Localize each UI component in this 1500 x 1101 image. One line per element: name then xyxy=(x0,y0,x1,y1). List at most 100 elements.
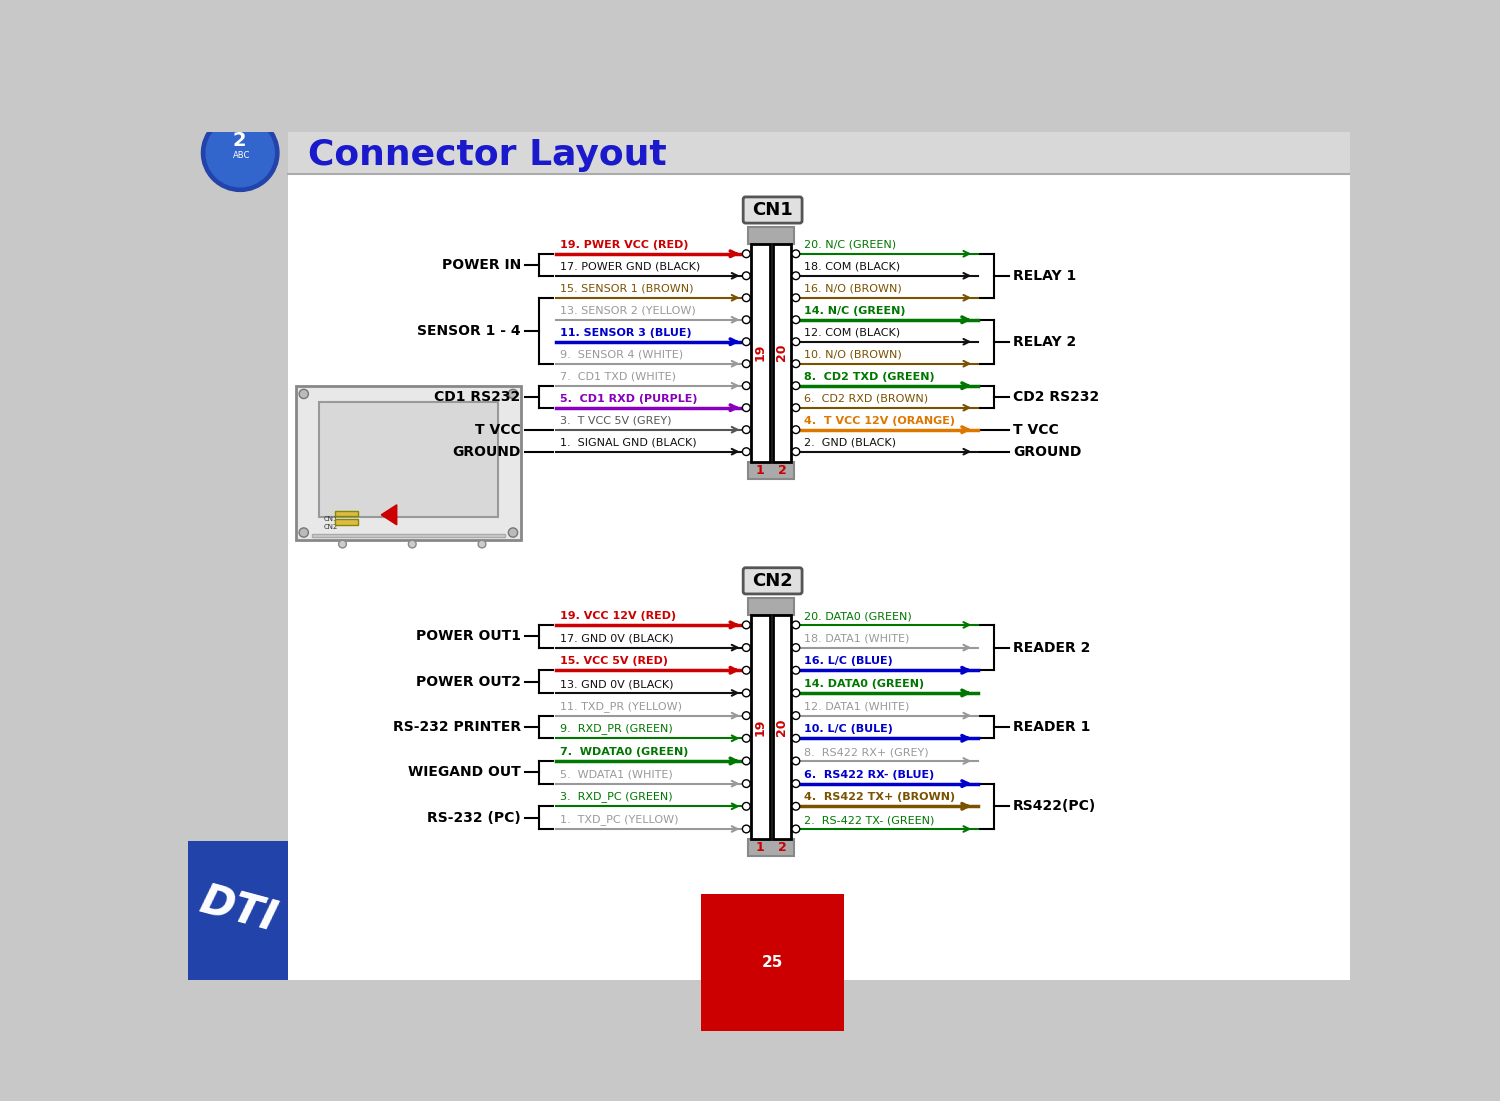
Text: 14. N/C (GREEN): 14. N/C (GREEN) xyxy=(804,306,904,316)
Text: 12. COM (BLACK): 12. COM (BLACK) xyxy=(804,328,900,338)
Text: SENSOR 1 - 4: SENSOR 1 - 4 xyxy=(417,324,520,338)
Text: CN2: CN2 xyxy=(322,524,338,530)
Circle shape xyxy=(792,272,800,280)
Text: RS-232 PRINTER: RS-232 PRINTER xyxy=(393,720,520,734)
Circle shape xyxy=(742,689,750,697)
Text: POWER OUT1: POWER OUT1 xyxy=(416,630,520,643)
Text: READER 2: READER 2 xyxy=(1013,641,1090,655)
Circle shape xyxy=(792,803,800,810)
Text: 10. L/C (BULE): 10. L/C (BULE) xyxy=(804,724,892,734)
Text: 15. VCC 5V (RED): 15. VCC 5V (RED) xyxy=(560,656,668,666)
Circle shape xyxy=(792,757,800,765)
Circle shape xyxy=(742,780,750,787)
FancyBboxPatch shape xyxy=(742,197,802,224)
Text: CD1 RS232: CD1 RS232 xyxy=(435,390,520,404)
Text: 9.  RXD_PR (GREEN): 9. RXD_PR (GREEN) xyxy=(560,723,672,734)
Text: GROUND: GROUND xyxy=(453,445,520,459)
Text: GROUND: GROUND xyxy=(1013,445,1082,459)
Circle shape xyxy=(742,757,750,765)
Circle shape xyxy=(742,360,750,368)
Bar xyxy=(312,534,506,537)
Bar xyxy=(334,511,358,516)
Text: CN1: CN1 xyxy=(322,516,338,522)
Bar xyxy=(288,132,1350,174)
Text: 19. PWER VCC (RED): 19. PWER VCC (RED) xyxy=(560,240,688,250)
Circle shape xyxy=(742,382,750,390)
Text: 12. DATA1 (WHITE): 12. DATA1 (WHITE) xyxy=(804,701,909,711)
Text: 15. SENSOR 1 (BROWN): 15. SENSOR 1 (BROWN) xyxy=(560,284,693,294)
Text: CN1: CN1 xyxy=(752,201,794,219)
Circle shape xyxy=(792,294,800,302)
Circle shape xyxy=(742,666,750,674)
Circle shape xyxy=(792,404,800,412)
Circle shape xyxy=(206,119,274,187)
Text: 6.  CD2 RXD (BROWN): 6. CD2 RXD (BROWN) xyxy=(804,394,927,404)
Circle shape xyxy=(792,734,800,742)
Circle shape xyxy=(792,825,800,832)
Text: RELAY 1: RELAY 1 xyxy=(1013,269,1076,283)
FancyBboxPatch shape xyxy=(742,568,802,593)
Bar xyxy=(320,402,498,517)
Circle shape xyxy=(792,780,800,787)
Text: 17. POWER GND (BLACK): 17. POWER GND (BLACK) xyxy=(560,262,699,272)
Circle shape xyxy=(742,250,750,258)
Circle shape xyxy=(509,390,518,399)
Text: 4.  RS422 TX+ (BROWN): 4. RS422 TX+ (BROWN) xyxy=(804,793,954,803)
Circle shape xyxy=(408,541,416,548)
Text: 5.  WDATA1 (WHITE): 5. WDATA1 (WHITE) xyxy=(560,770,672,780)
Text: 8.  RS422 RX+ (GREY): 8. RS422 RX+ (GREY) xyxy=(804,748,928,757)
Text: 2: 2 xyxy=(777,464,786,477)
Circle shape xyxy=(792,621,800,629)
Text: 18. COM (BLACK): 18. COM (BLACK) xyxy=(804,262,900,272)
Bar xyxy=(748,598,795,614)
Circle shape xyxy=(742,272,750,280)
Text: 1.  SIGNAL GND (BLACK): 1. SIGNAL GND (BLACK) xyxy=(560,438,696,448)
Text: WIEGAND OUT: WIEGAND OUT xyxy=(408,765,520,780)
Text: 7.  WDATA0 (GREEN): 7. WDATA0 (GREEN) xyxy=(560,748,688,757)
Text: 1: 1 xyxy=(756,841,765,854)
Circle shape xyxy=(792,338,800,346)
Text: 16. N/O (BROWN): 16. N/O (BROWN) xyxy=(804,284,901,294)
Circle shape xyxy=(298,390,309,399)
Text: 19: 19 xyxy=(753,718,766,735)
Text: RS-232 (PC): RS-232 (PC) xyxy=(427,810,520,825)
Text: RELAY 2: RELAY 2 xyxy=(1013,335,1076,349)
Text: 20: 20 xyxy=(776,718,789,735)
Text: 2.  RS-422 TX- (GREEN): 2. RS-422 TX- (GREEN) xyxy=(804,815,934,825)
Bar xyxy=(334,519,358,525)
Text: 1: 1 xyxy=(756,464,765,477)
Text: 19. VCC 12V (RED): 19. VCC 12V (RED) xyxy=(560,611,675,621)
Bar xyxy=(752,614,770,839)
Circle shape xyxy=(298,527,309,537)
Text: 9.  SENSOR 4 (WHITE): 9. SENSOR 4 (WHITE) xyxy=(560,350,682,360)
Text: 13. SENSOR 2 (YELLOW): 13. SENSOR 2 (YELLOW) xyxy=(560,306,694,316)
Text: T VCC: T VCC xyxy=(476,423,520,437)
Text: CN2: CN2 xyxy=(752,571,794,590)
Text: 6.  RS422 RX- (BLUE): 6. RS422 RX- (BLUE) xyxy=(804,770,934,780)
Circle shape xyxy=(792,382,800,390)
Text: 14. DATA0 (GREEN): 14. DATA0 (GREEN) xyxy=(804,679,924,689)
Text: 3.  T VCC 5V (GREY): 3. T VCC 5V (GREY) xyxy=(560,416,670,426)
Bar xyxy=(772,244,790,461)
Circle shape xyxy=(201,115,279,192)
Text: 2: 2 xyxy=(232,131,246,150)
Text: 11. SENSOR 3 (BLUE): 11. SENSOR 3 (BLUE) xyxy=(560,328,692,338)
Circle shape xyxy=(792,426,800,434)
Text: 13. GND 0V (BLACK): 13. GND 0V (BLACK) xyxy=(560,679,674,689)
Text: 8.  CD2 TXD (GREEN): 8. CD2 TXD (GREEN) xyxy=(804,372,934,382)
Text: POWER IN: POWER IN xyxy=(441,258,520,272)
Text: 18. DATA1 (WHITE): 18. DATA1 (WHITE) xyxy=(804,634,909,644)
Bar xyxy=(188,132,1350,174)
Circle shape xyxy=(792,644,800,652)
Text: ABC: ABC xyxy=(232,151,250,161)
Circle shape xyxy=(742,734,750,742)
Circle shape xyxy=(742,644,750,652)
Circle shape xyxy=(742,404,750,412)
Circle shape xyxy=(792,316,800,324)
Text: READER 1: READER 1 xyxy=(1013,720,1090,734)
Circle shape xyxy=(792,448,800,456)
Circle shape xyxy=(742,426,750,434)
Text: 17. GND 0V (BLACK): 17. GND 0V (BLACK) xyxy=(560,634,674,644)
Bar xyxy=(748,461,795,479)
Circle shape xyxy=(792,666,800,674)
